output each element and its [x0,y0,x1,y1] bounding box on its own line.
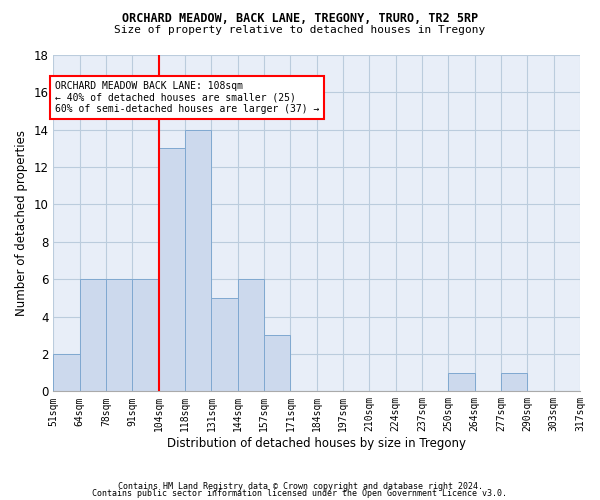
Bar [106,279,133,392]
Y-axis label: Number of detached properties: Number of detached properties [15,130,28,316]
Text: Size of property relative to detached houses in Tregony: Size of property relative to detached ho… [115,25,485,35]
Text: ORCHARD MEADOW, BACK LANE, TREGONY, TRURO, TR2 5RP: ORCHARD MEADOW, BACK LANE, TREGONY, TRUR… [122,12,478,26]
Bar [264,336,290,392]
Text: Contains HM Land Registry data © Crown copyright and database right 2024.: Contains HM Land Registry data © Crown c… [118,482,482,491]
X-axis label: Distribution of detached houses by size in Tregony: Distribution of detached houses by size … [167,437,466,450]
Bar [448,372,475,392]
Bar [133,279,159,392]
Bar [238,279,264,392]
Bar [80,279,106,392]
Bar [211,298,238,392]
Bar [53,354,80,392]
Bar [185,130,211,392]
Text: Contains public sector information licensed under the Open Government Licence v3: Contains public sector information licen… [92,490,508,498]
Text: ORCHARD MEADOW BACK LANE: 108sqm
← 40% of detached houses are smaller (25)
60% o: ORCHARD MEADOW BACK LANE: 108sqm ← 40% o… [55,81,320,114]
Bar [501,372,527,392]
Bar [159,148,185,392]
